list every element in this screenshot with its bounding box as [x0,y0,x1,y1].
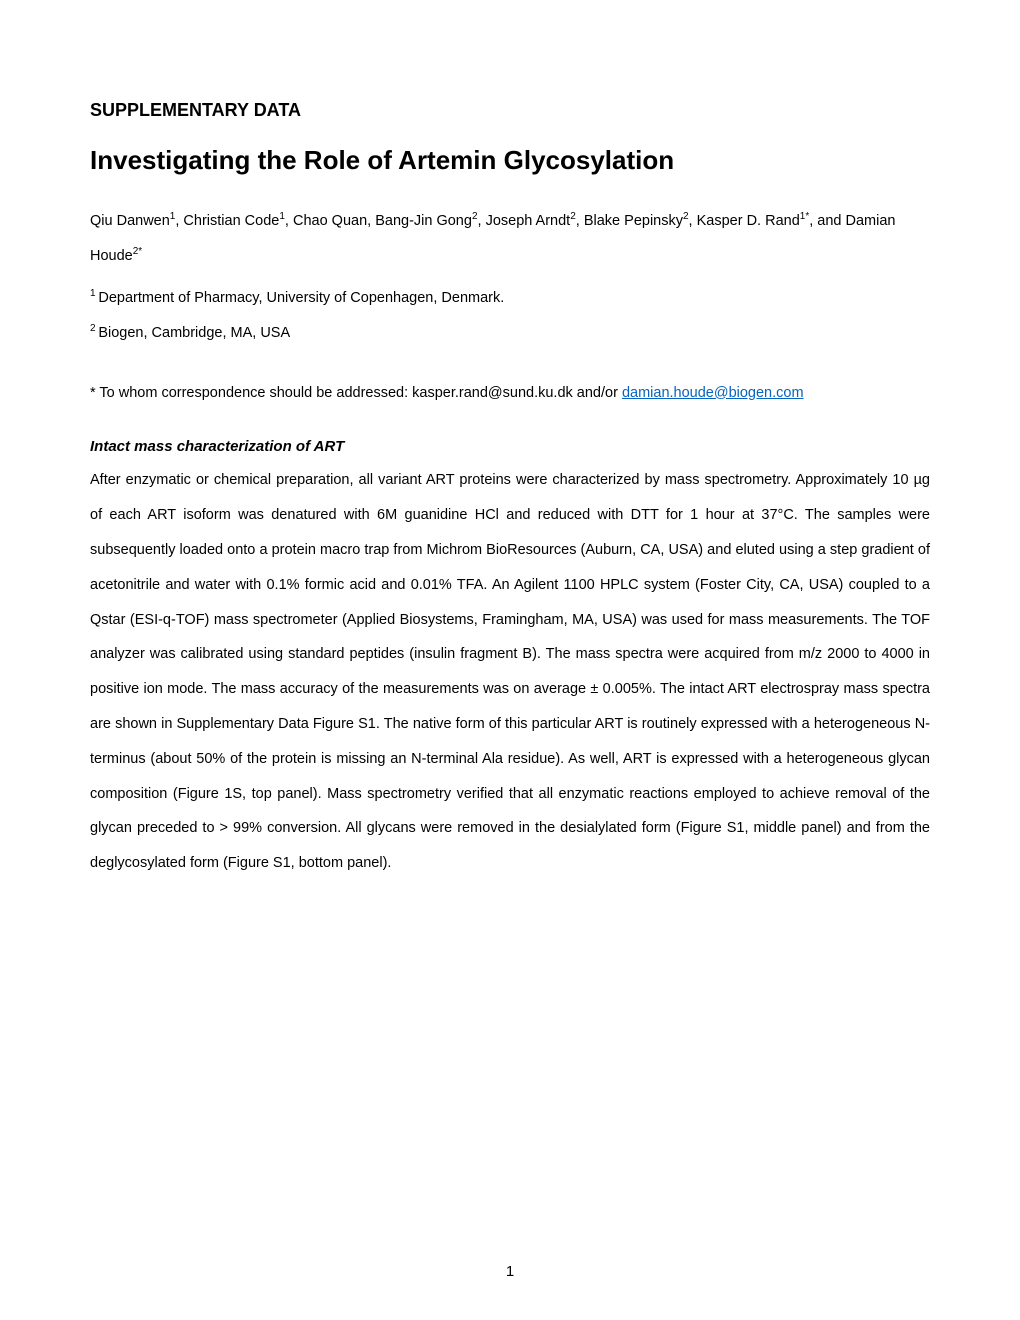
author-name: Chao Quan [293,213,367,229]
author-name: Qiu Danwen [90,213,170,229]
author-affil-sup: 2 [570,211,576,222]
author-list: Qiu Danwen1, Christian Code1, Chao Quan,… [90,204,930,274]
author-affil-sup: 2 [683,211,689,222]
author-affil-sup: 2* [133,246,142,257]
email-link[interactable]: damian.houde@biogen.com [622,385,804,401]
section-heading: Intact mass characterization of ART [90,438,930,455]
affil-text: Department of Pharmacy, University of Co… [98,290,504,306]
supplementary-header: SUPPLEMENTARY DATA [90,100,930,121]
author-separator: , and [809,213,845,229]
affiliation: 1 Department of Pharmacy, University of … [90,284,930,313]
correspondence-text: * To whom correspondence should be addre… [90,385,622,401]
author-name: Christian Code [183,213,279,229]
author-affil-sup: 1 [170,211,176,222]
author-affil-sup: 1* [800,211,809,222]
page-number: 1 [0,1263,1020,1280]
affiliation: 2 Biogen, Cambridge, MA, USA [90,319,930,348]
document-page: SUPPLEMENTARY DATA Investigating the Rol… [0,0,1020,1320]
author-affil-sup: 2 [472,211,478,222]
author-name: Blake Pepinsky [584,213,683,229]
body-paragraph: After enzymatic or chemical preparation,… [90,463,930,881]
author-name: Joseph Arndt [486,213,571,229]
affil-text: Biogen, Cambridge, MA, USA [98,325,290,341]
paper-title: Investigating the Role of Artemin Glycos… [90,145,930,176]
author-affil-sup: 1 [279,211,285,222]
author-name: Bang-Jin Gong [375,213,472,229]
correspondence-block: * To whom correspondence should be addre… [90,376,930,411]
author-name: Kasper D. Rand [697,213,800,229]
